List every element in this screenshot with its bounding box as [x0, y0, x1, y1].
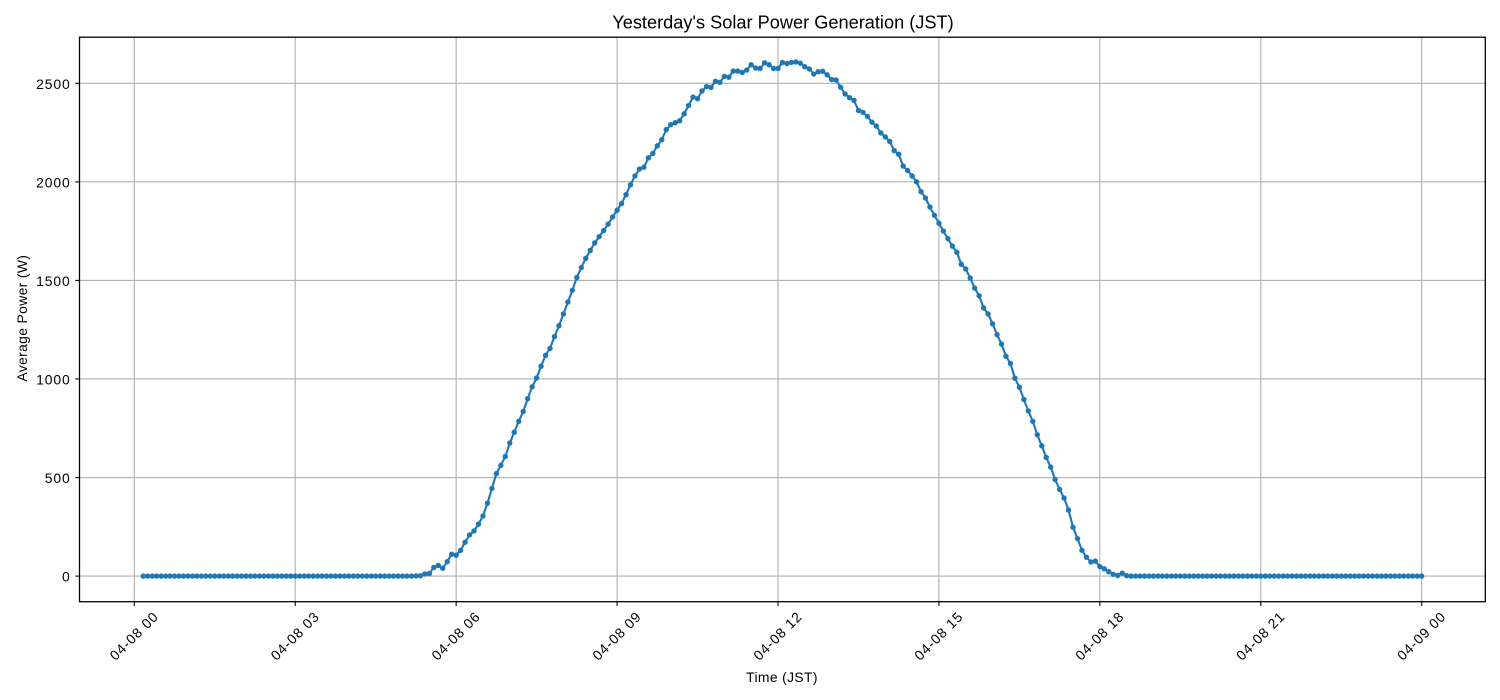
- svg-text:0: 0: [62, 569, 71, 585]
- svg-text:1000: 1000: [36, 372, 71, 388]
- svg-text:Average Power (W): Average Power (W): [14, 255, 30, 382]
- svg-text:Yesterday's Solar Power Genera: Yesterday's Solar Power Generation (JST): [612, 12, 953, 32]
- svg-text:2000: 2000: [36, 174, 71, 190]
- svg-text:1500: 1500: [36, 273, 71, 289]
- svg-text:2500: 2500: [36, 76, 71, 92]
- svg-text:Time (JST): Time (JST): [746, 669, 818, 685]
- svg-text:500: 500: [45, 470, 71, 486]
